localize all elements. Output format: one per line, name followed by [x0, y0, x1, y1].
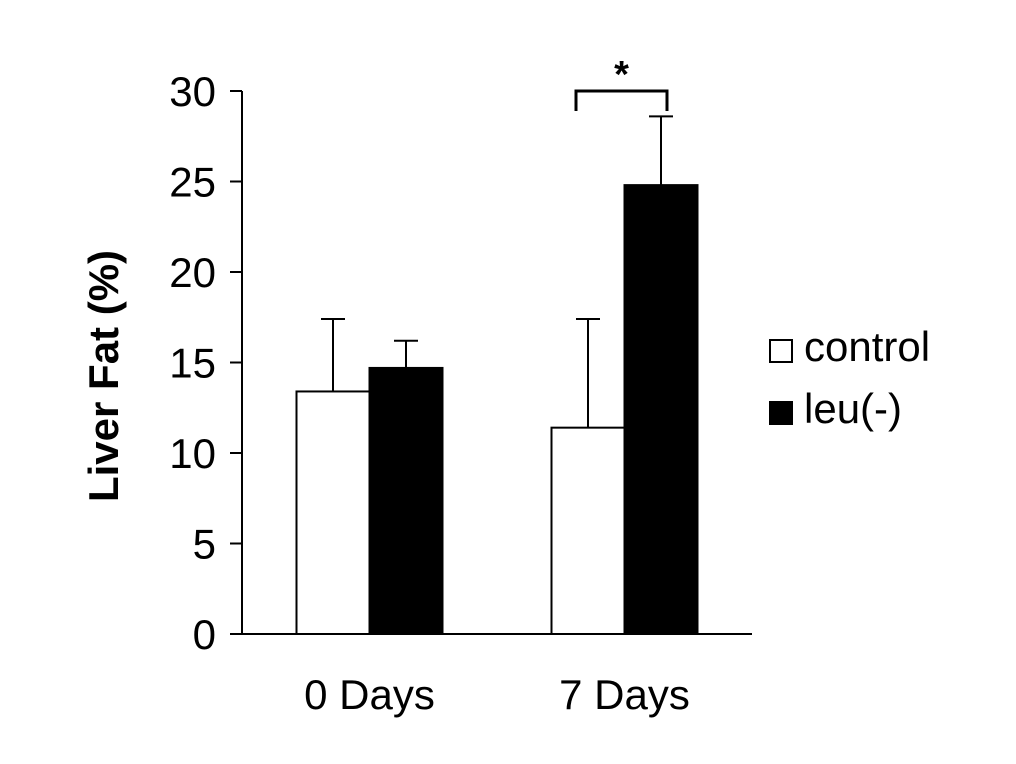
- legend-label: control: [804, 323, 930, 370]
- bar-control-0: [295, 390, 371, 635]
- legend-label: leu(-): [804, 385, 902, 432]
- legend: control leu(-): [769, 323, 930, 432]
- y-tick-label: 0: [193, 611, 216, 658]
- y-tick-label: 5: [193, 521, 216, 568]
- legend-swatch: [769, 401, 793, 425]
- x-category-label: 7 Days: [559, 671, 690, 718]
- significance-bracket: [574, 89, 669, 111]
- y-tick-label: 15: [169, 340, 216, 387]
- y-tick-label: 10: [169, 430, 216, 477]
- x-axis: 0 Days 7 Days: [242, 633, 752, 718]
- legend-swatch: [769, 339, 793, 363]
- y-axis-label: Liver Fat (%): [80, 250, 127, 502]
- y-axis: 0 5 10 15 20 25 30: [169, 68, 243, 658]
- bars: [295, 184, 699, 635]
- bar-control-1: [550, 426, 626, 635]
- significance-star: *: [614, 54, 629, 96]
- y-tick-label: 20: [169, 249, 216, 296]
- y-tick-label: 30: [169, 68, 216, 115]
- y-tick-label: 25: [169, 159, 216, 206]
- bar-leu-0: [368, 366, 444, 635]
- annotations: *: [574, 54, 669, 111]
- error-bars: [321, 115, 673, 428]
- bar-leu-1: [623, 184, 699, 635]
- x-category-label: 0 Days: [304, 671, 435, 718]
